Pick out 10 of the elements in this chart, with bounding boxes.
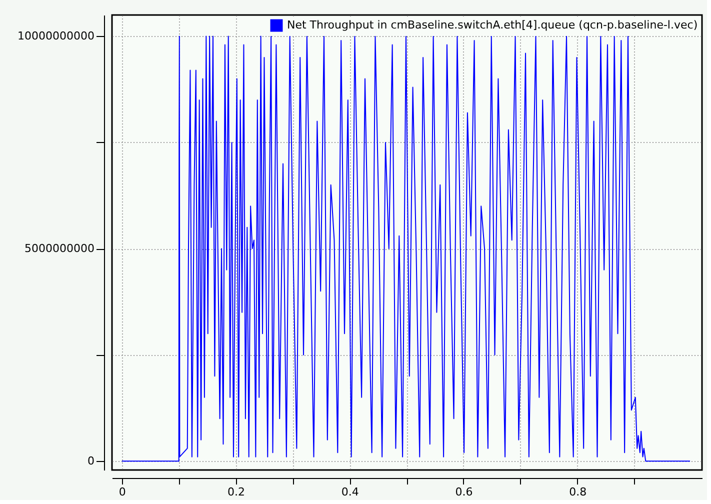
legend-label: Net Throughput in cmBaseline.switchA.eth[4].queue (qcn-p.baseline-l.vec) <box>287 18 698 32</box>
y-tick-label: 5000000000 <box>24 242 94 256</box>
x-tick-label: 0.6 <box>455 486 473 498</box>
x-tick-label: 0 <box>118 486 126 498</box>
line-series <box>121 36 691 462</box>
x-tick-label: 0.2 <box>228 486 246 498</box>
x-tick-label: 0.4 <box>341 486 359 498</box>
y-tick-label: 0 <box>88 454 94 468</box>
y-tick-label: 10000000000 <box>18 30 94 43</box>
x-tick-label: 0.8 <box>569 486 587 498</box>
